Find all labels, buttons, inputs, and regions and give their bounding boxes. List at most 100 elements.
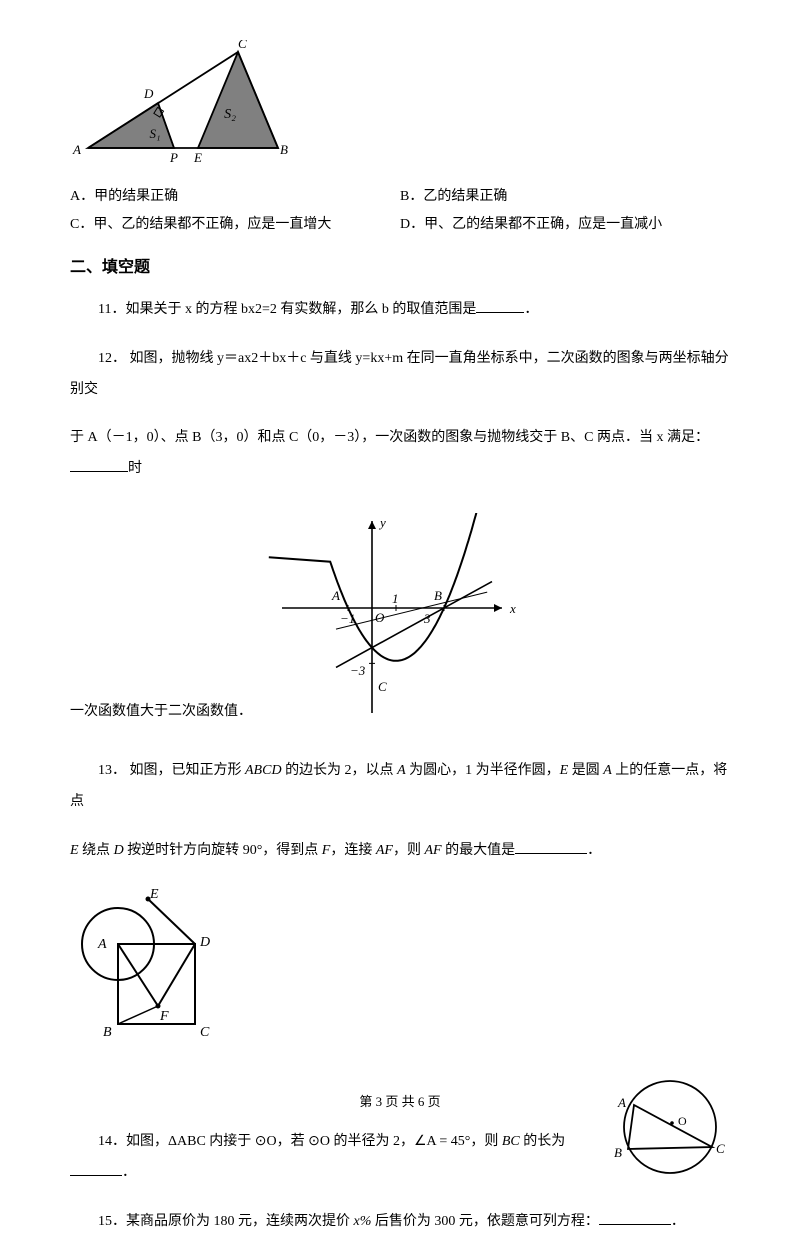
q13-E: E bbox=[560, 763, 569, 778]
svg-text:C: C bbox=[716, 1141, 725, 1156]
figure-triangle: A B C D PE S₁ S₂ bbox=[70, 40, 730, 175]
svg-text:3: 3 bbox=[423, 611, 431, 626]
question-15: 15．某商品原价为 180 元，连续两次提价 x% 后售价为 300 元，依题意… bbox=[70, 1207, 730, 1238]
q12-continued: 于 A（－1，0）、点 B（3，0）和点 C（0，－3），一次函数的图象与抛物线… bbox=[70, 423, 730, 485]
q15-p3: 后售价为 bbox=[371, 1214, 434, 1229]
q15-xpct: x% bbox=[354, 1214, 372, 1229]
q12-tail: 一次函数值大于二次函数值． bbox=[70, 700, 252, 738]
svg-text:C: C bbox=[238, 40, 247, 51]
q15-180: 180 bbox=[214, 1214, 235, 1229]
q11-period: ． bbox=[524, 302, 538, 317]
svg-text:−1: −1 bbox=[340, 611, 355, 626]
svg-text:D: D bbox=[143, 86, 154, 101]
q13-p8: ，得到点 bbox=[262, 843, 322, 858]
figure-parabola: y x A B O1 −1 3 −3 C bbox=[262, 513, 522, 728]
svg-text:x: x bbox=[509, 601, 516, 616]
figure-square-circle: A E D B C F bbox=[70, 884, 730, 1059]
q13-p7: 按逆时针方向旋转 bbox=[124, 843, 243, 858]
q13-A: A bbox=[397, 763, 406, 778]
q15-blank bbox=[599, 1210, 671, 1225]
question-13: 13． 如图，已知正方形 ABCD 的边长为 2，以点 A 为圆心，1 为半径作… bbox=[70, 756, 730, 818]
svg-text:A: A bbox=[97, 937, 107, 952]
q14-p6: 的长为 bbox=[520, 1134, 566, 1149]
q14-dabc: ΔABC bbox=[168, 1134, 206, 1149]
q14-blank bbox=[70, 1161, 122, 1176]
q13-E2: E bbox=[70, 843, 79, 858]
svg-text:D: D bbox=[199, 935, 210, 950]
q13-p10: ，则 bbox=[393, 843, 425, 858]
option-d: D．甲、乙的结果都不正确，应是一直减小 bbox=[400, 213, 730, 233]
q13-line2: E 绕点 D 按逆时针方向旋转 90°，得到点 F，连接 AF，则 AF 的最大… bbox=[70, 836, 730, 867]
svg-text:B: B bbox=[434, 588, 442, 603]
svg-text:S₂: S₂ bbox=[224, 107, 236, 122]
svg-text:−3: −3 bbox=[350, 663, 366, 678]
question-11: 11．如果关于 x 的方程 bx2=2 有实数解，那么 b 的取值范围是 ． bbox=[70, 295, 730, 326]
svg-text:1: 1 bbox=[392, 591, 399, 606]
options-row-1: A．甲的结果正确 B．乙的结果正确 bbox=[70, 185, 730, 205]
q14-angle: ∠A = 45° bbox=[414, 1134, 470, 1149]
q12-line-a: 12． 如图，抛物线 y＝ax2＋bx＋c 与直线 y=kx+m 在同一直角坐标… bbox=[70, 351, 729, 397]
q13-p2: 的边长为 2，以点 bbox=[282, 763, 398, 778]
svg-text:E: E bbox=[149, 887, 159, 902]
svg-text:O: O bbox=[678, 1114, 687, 1128]
q14-p3: ，若 bbox=[277, 1134, 309, 1149]
svg-text:F: F bbox=[159, 1009, 169, 1024]
q13-p6: 绕点 bbox=[79, 843, 114, 858]
q14-o1: ⊙O bbox=[255, 1134, 277, 1149]
q13-p3: 为圆心，1 为半径作圆， bbox=[406, 763, 560, 778]
q13-p4: 是圆 bbox=[568, 763, 603, 778]
q12-line-c: 时 bbox=[128, 461, 142, 476]
q13-blank bbox=[515, 839, 587, 854]
q15-p4: 元，依题意可列方程： bbox=[455, 1214, 599, 1229]
q12-blank bbox=[70, 457, 128, 472]
q13-p9: ，连接 bbox=[330, 843, 376, 858]
q12-line-b: 于 A（－1，0）、点 B（3，0）和点 C（0，－3），一次函数的图象与抛物线… bbox=[70, 430, 709, 445]
page-footer: 第 3 页 共 6 页 bbox=[0, 1091, 800, 1110]
q13-abcd: ABCD bbox=[245, 763, 282, 778]
q14-p5: ，则 bbox=[470, 1134, 502, 1149]
q11-blank bbox=[476, 298, 524, 313]
q13-p1: 13． 如图，已知正方形 bbox=[98, 763, 245, 778]
svg-text:y: y bbox=[378, 515, 386, 530]
svg-text:B: B bbox=[614, 1145, 622, 1160]
q11-text: 11．如果关于 x 的方程 bx2=2 有实数解，那么 b 的取值范围是 bbox=[98, 302, 476, 317]
svg-text:O: O bbox=[375, 610, 385, 625]
q14-p2: 内接于 bbox=[206, 1134, 255, 1149]
option-c: C．甲、乙的结果都不正确，应是一直增大 bbox=[70, 213, 400, 233]
svg-text:A: A bbox=[72, 142, 81, 157]
q15-p1: 15．某商品原价为 bbox=[98, 1214, 214, 1229]
q15-p2: 元，连续两次提价 bbox=[235, 1214, 354, 1229]
q15-300: 300 bbox=[434, 1214, 455, 1229]
q13-AF: AF bbox=[376, 843, 393, 858]
section-2-title: 二、填空题 bbox=[70, 253, 730, 277]
option-b: B．乙的结果正确 bbox=[400, 185, 730, 205]
triangle-svg: A B C D PE S₁ S₂ bbox=[70, 40, 290, 170]
page-container: ABCDPES₁S₂ A．甲的结果正确 B．乙的结果正确 C．甲、乙的结果都不正… bbox=[0, 0, 800, 1132]
q14-o2: ⊙O bbox=[308, 1134, 330, 1149]
svg-text:S₁: S₁ bbox=[149, 126, 160, 141]
q14-p4: 的半径为 2， bbox=[330, 1134, 414, 1149]
q13-AF2: AF bbox=[424, 843, 441, 858]
svg-text:C: C bbox=[200, 1025, 210, 1040]
q13-90: 90° bbox=[243, 843, 263, 858]
svg-text:A: A bbox=[331, 588, 340, 603]
question-12: 12． 如图，抛物线 y＝ax2＋bx＋c 与直线 y=kx+m 在同一直角坐标… bbox=[70, 344, 730, 406]
q14-period: ． bbox=[122, 1165, 136, 1180]
svg-text:C: C bbox=[378, 679, 387, 694]
svg-text:B: B bbox=[280, 142, 288, 157]
q12-figure-row: 一次函数值大于二次函数值． y x A B O1 −1 3 −3 C bbox=[70, 503, 730, 738]
q14-p1: 14．如图， bbox=[98, 1134, 168, 1149]
svg-text:P: P bbox=[169, 150, 178, 165]
option-a: A．甲的结果正确 bbox=[70, 185, 400, 205]
svg-text:B: B bbox=[103, 1025, 112, 1040]
svg-text:E: E bbox=[193, 150, 202, 165]
q13-period: ． bbox=[587, 843, 601, 858]
q14-bc: BC bbox=[502, 1134, 520, 1149]
parabola-svg: y x A B O1 −1 3 −3 C bbox=[262, 513, 522, 723]
options-row-2: C．甲、乙的结果都不正确，应是一直增大 D．甲、乙的结果都不正确，应是一直减小 bbox=[70, 213, 730, 233]
q15-period: ． bbox=[671, 1214, 685, 1229]
square-circle-svg: A E D B C F bbox=[70, 884, 235, 1054]
q13-A2: A bbox=[603, 763, 612, 778]
circle-abc-svg: OABC bbox=[600, 1069, 730, 1189]
q13-p11: 的最大值是 bbox=[442, 843, 516, 858]
